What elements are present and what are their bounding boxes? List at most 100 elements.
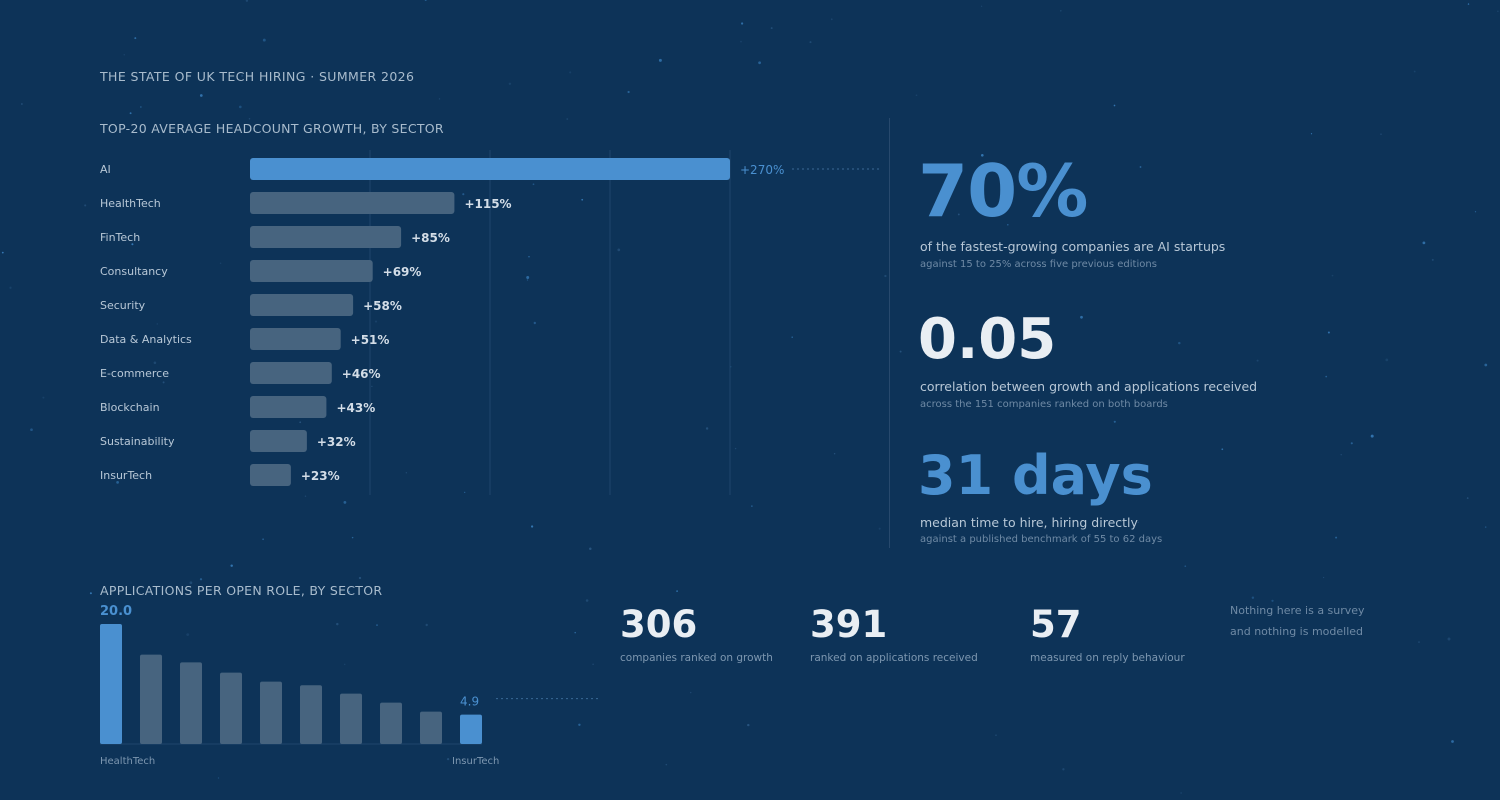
star-dot <box>134 37 137 40</box>
bar <box>220 672 242 744</box>
star-dot <box>21 103 23 105</box>
category-label: Data & Analytics <box>100 333 192 346</box>
star-dot <box>464 491 466 494</box>
star-dot <box>162 381 165 384</box>
star-dot <box>758 61 761 65</box>
star-dot <box>376 624 378 626</box>
bar <box>250 226 402 248</box>
star-dot <box>676 590 678 592</box>
star-dot <box>581 198 584 201</box>
star-dot <box>1322 576 1325 579</box>
star-dot <box>740 40 742 43</box>
star-dot <box>1350 442 1353 445</box>
category-label: InsurTech <box>100 469 152 482</box>
category-label: E-commerce <box>100 367 169 380</box>
star-dot <box>569 71 572 74</box>
star-dot <box>438 98 441 100</box>
star-dot <box>217 777 220 779</box>
star-dot <box>1184 565 1187 568</box>
star-dot <box>89 592 92 595</box>
stat-ai-share-subtext: against 15 to 25% across five previous e… <box>920 259 1157 270</box>
star-dot <box>116 481 119 484</box>
value-label: +51% <box>351 333 390 347</box>
star-dot <box>1447 637 1451 641</box>
star-dot <box>42 396 45 399</box>
count-reply-measured-value: 57 <box>1030 603 1082 646</box>
star-dot <box>1139 166 1142 168</box>
first-value-label: 20.0 <box>100 604 132 619</box>
star-dot <box>734 447 737 450</box>
star-dot <box>84 204 87 207</box>
methodology-note-line-1: Nothing here is a survey <box>1230 604 1365 617</box>
applications-bar-chart: 20.0 4.9 HealthTech InsurTech <box>100 604 600 767</box>
star-dot <box>358 576 362 580</box>
count-applications-ranked-value: 391 <box>810 603 888 646</box>
star-dot <box>532 183 535 186</box>
applications-chart-title: APPLICATIONS PER OPEN ROLE, BY SECTOR <box>100 583 383 598</box>
star-dot <box>740 22 744 25</box>
first-category-label: HealthTech <box>100 756 155 767</box>
star-dot <box>462 193 465 196</box>
value-label: +43% <box>336 401 375 415</box>
bar <box>250 192 455 214</box>
bar <box>250 328 341 350</box>
star-dot <box>1007 223 1009 226</box>
growth-chart-title: TOP-20 AVERAGE HEADCOUNT GROWTH, BY SECT… <box>100 121 444 136</box>
star-dot <box>585 599 589 602</box>
star-dot <box>248 118 251 120</box>
star-dot <box>1385 358 1389 362</box>
star-dot <box>770 27 773 30</box>
star-dot <box>508 82 512 86</box>
bar <box>420 711 442 744</box>
star-dot <box>123 53 126 56</box>
star-dot <box>446 757 450 761</box>
stat-ai-share-value: 70% <box>918 149 1088 233</box>
star-dot <box>1467 3 1470 5</box>
star-dot <box>578 723 581 727</box>
category-label: FinTech <box>100 231 140 244</box>
star-dot <box>374 320 378 323</box>
stat-correlation-description: correlation between growth and applicati… <box>920 379 1258 394</box>
star-dot <box>665 763 668 766</box>
star-dot <box>1137 521 1140 524</box>
bar <box>250 430 307 452</box>
value-label: +46% <box>342 367 381 381</box>
star-dot <box>1380 133 1382 135</box>
star-dot <box>574 631 576 634</box>
value-label: +270% <box>740 163 784 177</box>
star-dot <box>1418 641 1420 644</box>
star-dot <box>304 495 307 497</box>
stat-correlation-subtext: across the 151 companies ranked on both … <box>920 399 1168 410</box>
star-dot <box>526 276 530 279</box>
star-dot <box>957 213 960 216</box>
count-growth-ranked-label: companies ranked on growth <box>620 652 773 664</box>
bar <box>250 294 354 316</box>
bar <box>140 654 162 744</box>
headcount-growth-bar-chart: AI +270% HealthTech +115% FinTech +85% Consult… <box>100 150 880 495</box>
category-label: Security <box>100 299 146 312</box>
star-dot <box>747 723 750 727</box>
bar <box>340 693 362 744</box>
star-dot <box>153 361 157 365</box>
bar <box>300 685 322 744</box>
star-dot <box>1256 359 1259 362</box>
star-dot <box>238 105 242 109</box>
star-dot <box>343 501 347 504</box>
vertical-divider <box>889 118 890 548</box>
star-dot <box>915 94 918 97</box>
star-dot <box>425 623 428 627</box>
value-label: +58% <box>363 299 402 313</box>
star-dot <box>1474 211 1477 213</box>
value-label: +32% <box>317 435 356 449</box>
star-dot <box>1484 526 1487 528</box>
star-dot <box>1221 448 1224 451</box>
star-dot <box>1466 497 1469 499</box>
star-dot <box>262 38 266 42</box>
star-dot <box>533 321 536 325</box>
star-dot <box>1062 768 1065 771</box>
star-dot <box>658 58 662 62</box>
star-dot <box>1251 596 1255 599</box>
star-dot <box>336 622 339 626</box>
